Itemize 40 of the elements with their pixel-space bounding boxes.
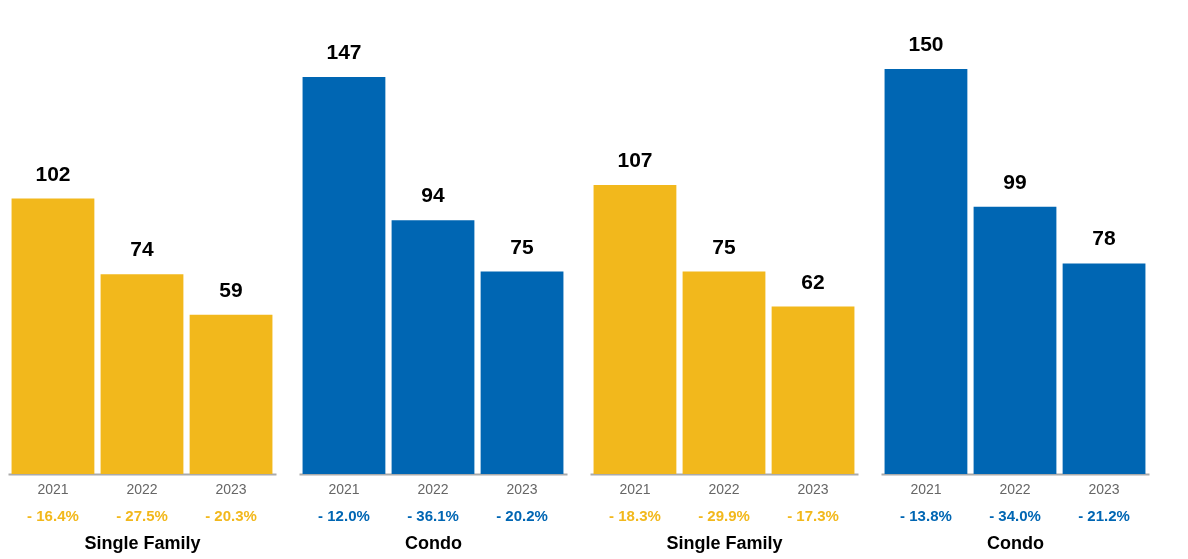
text: - 29.9%	[698, 507, 750, 524]
text: - 18.3%	[609, 507, 661, 524]
x-tick-label: 2022	[999, 480, 1031, 497]
text: - 27.5%	[116, 507, 168, 524]
x-tick-label: 2022	[708, 480, 740, 497]
data-label: 75	[712, 234, 736, 258]
x-axis-title: Condo	[405, 532, 462, 553]
data-label: 75	[510, 234, 535, 258]
x-tick-label: 2023	[1088, 480, 1120, 497]
x-tick-label: 2022	[126, 480, 158, 497]
text: - 13.8%	[900, 507, 952, 524]
data-label: 59	[219, 277, 243, 301]
data-label: 94	[421, 183, 445, 207]
text: - 21.2%	[1078, 507, 1130, 524]
data-label: 107	[617, 148, 653, 172]
x-axis-title: Single Family	[84, 532, 201, 553]
x-tick-label: 2021	[619, 480, 651, 497]
text: - 12.0%	[318, 507, 370, 524]
text: - 36.1%	[407, 507, 459, 524]
data-label: 150	[908, 32, 944, 55]
data-label: 62	[801, 269, 825, 293]
text: - 20.3%	[205, 507, 257, 524]
x-axis-title: Single Family	[666, 532, 783, 553]
data-label: 74	[130, 237, 154, 261]
text: - 16.4%	[27, 507, 79, 524]
text: - 34.0%	[989, 507, 1041, 524]
data-label: 99	[1003, 169, 1027, 193]
data-label: 102	[35, 161, 71, 185]
data-label: 78	[1092, 226, 1117, 250]
data-label: 147	[326, 40, 362, 64]
text: - 17.3%	[787, 507, 839, 524]
x-tick-label: 2022	[417, 480, 449, 497]
text: - 20.2%	[496, 507, 548, 524]
x-tick-label: 2023	[506, 480, 538, 497]
x-axis-title: Condo	[987, 532, 1044, 553]
x-tick-label: 2023	[215, 480, 247, 497]
x-tick-label: 2021	[328, 480, 360, 497]
x-tick-label: 2021	[910, 480, 942, 497]
x-tick-label: 2021	[37, 480, 69, 497]
x-tick-label: 2023	[797, 480, 829, 497]
